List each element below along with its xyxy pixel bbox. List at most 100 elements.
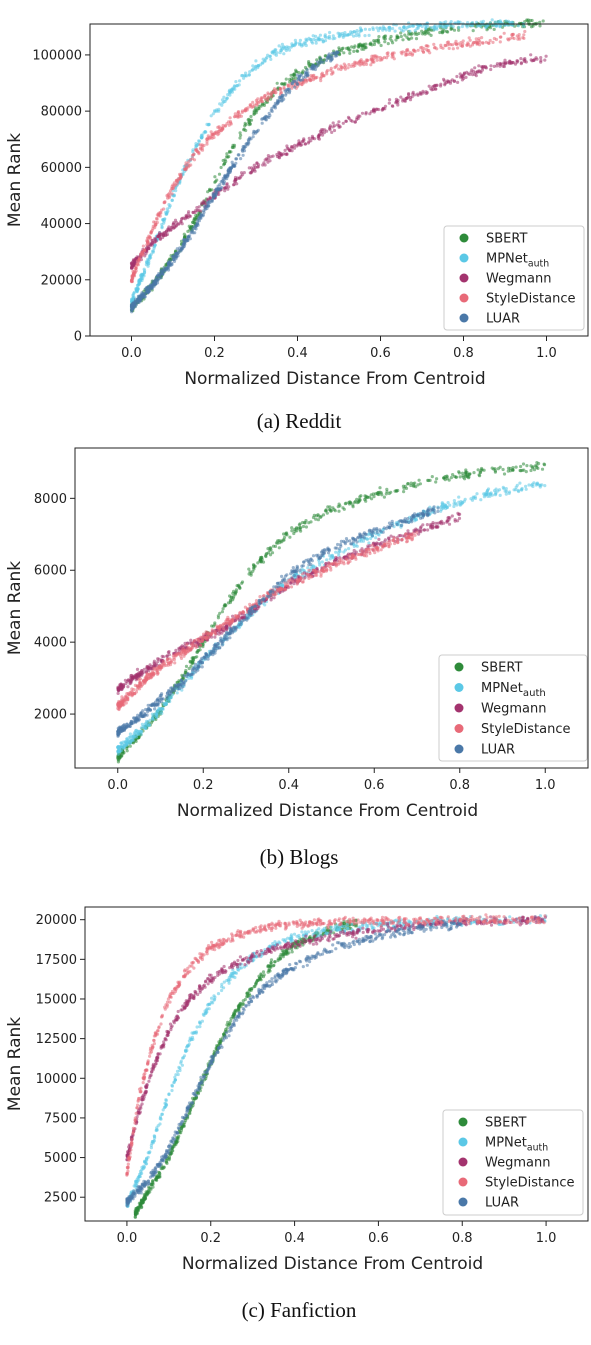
scatter-point — [479, 498, 483, 502]
scatter-point — [301, 520, 305, 525]
scatter-point — [184, 651, 188, 656]
scatter-point — [293, 38, 297, 43]
scatter-point — [338, 550, 342, 554]
scatter-point — [525, 18, 529, 22]
scatter-point — [535, 21, 539, 25]
scatter-point — [355, 117, 359, 122]
scatter-point — [429, 524, 433, 528]
scatter-point — [228, 91, 232, 95]
scatter-point — [460, 78, 464, 82]
scatter-point — [434, 26, 438, 30]
scatter-point — [134, 266, 138, 270]
scatter-point — [216, 133, 220, 137]
scatter-point — [421, 523, 425, 527]
scatter-point — [228, 636, 232, 640]
scatter-point — [241, 147, 245, 151]
scatter-point — [452, 502, 456, 506]
scatter-point — [211, 112, 215, 116]
scatter-point — [153, 224, 157, 228]
scatter-point — [472, 69, 476, 74]
scatter-point — [288, 578, 292, 582]
scatter-point — [460, 24, 464, 29]
scatter-point — [261, 560, 266, 564]
scatter-point — [356, 49, 360, 53]
scatter-point — [306, 71, 310, 75]
scatter-point — [146, 264, 150, 268]
scatter-point — [371, 58, 375, 62]
scatter-point — [265, 157, 269, 161]
scatter-point — [282, 82, 286, 86]
scatter-point — [400, 538, 404, 542]
scatter-point — [170, 198, 174, 202]
scatter-point — [364, 551, 369, 555]
scatter-point — [164, 701, 168, 705]
scatter-point — [269, 95, 274, 99]
y-tick-label: 0 — [74, 330, 82, 345]
scatter-point — [292, 73, 296, 77]
scatter-point — [403, 484, 407, 488]
scatter-point — [289, 585, 294, 589]
scatter-point — [414, 37, 419, 41]
scatter-point — [272, 90, 276, 94]
scatter-point — [160, 663, 164, 667]
scatter-point — [122, 696, 126, 700]
scatter-point — [296, 575, 300, 579]
legend-label: SBERT — [486, 232, 527, 247]
scatter-point — [457, 471, 461, 475]
scatter-point — [147, 723, 152, 727]
scatter-point — [247, 123, 251, 127]
scatter-point — [498, 465, 502, 469]
scatter-point — [225, 618, 229, 622]
scatter-point — [508, 61, 512, 65]
scatter-point — [424, 90, 428, 94]
scatter-point — [328, 36, 332, 40]
legend-label: Wegmann — [486, 272, 551, 287]
scatter-point — [298, 568, 302, 572]
scatter-point — [405, 539, 409, 543]
scatter-point — [266, 95, 271, 100]
scatter-point — [515, 59, 519, 63]
scatter-point — [159, 275, 163, 279]
scatter-point — [247, 73, 251, 77]
scatter-point — [434, 524, 438, 529]
scatter-point — [358, 60, 362, 64]
scatter-point — [238, 79, 242, 83]
scatter-point — [325, 70, 329, 74]
scatter-point — [453, 518, 457, 522]
scatter-point — [415, 27, 419, 31]
scatter-point — [370, 497, 374, 501]
scatter-point — [125, 749, 129, 753]
scatter-point — [393, 489, 397, 493]
scatter-point — [297, 523, 301, 527]
scatter-point — [303, 78, 308, 82]
scatter-point — [396, 103, 400, 107]
scatter-point — [541, 19, 545, 23]
scatter-point — [215, 178, 219, 182]
legend-label: StyleDistance — [486, 292, 576, 307]
scatter-point — [295, 579, 299, 583]
scatter-point — [181, 243, 185, 247]
scatter-point — [375, 58, 379, 62]
scatter-point — [214, 192, 218, 196]
scatter-point — [328, 128, 332, 132]
scatter-point — [311, 74, 315, 78]
scatter-point — [292, 574, 296, 578]
scatter-point — [282, 152, 286, 156]
scatter-point — [407, 92, 411, 96]
scatter-point — [274, 541, 279, 545]
scatter-point — [370, 543, 375, 547]
scatter-point — [231, 591, 235, 596]
y-tick-label: 60000 — [41, 161, 82, 176]
scatter-point — [470, 43, 475, 47]
scatter-point — [359, 28, 363, 32]
scatter-point — [524, 484, 528, 488]
scatter-point — [282, 97, 286, 101]
scatter-point — [238, 131, 242, 135]
scatter-point — [309, 575, 314, 579]
scatter-point — [139, 275, 143, 279]
scatter-point — [456, 80, 460, 84]
scatter-point — [456, 20, 460, 24]
scatter-point — [346, 115, 351, 119]
scatter-point — [305, 572, 309, 576]
scatter-point — [261, 57, 265, 61]
